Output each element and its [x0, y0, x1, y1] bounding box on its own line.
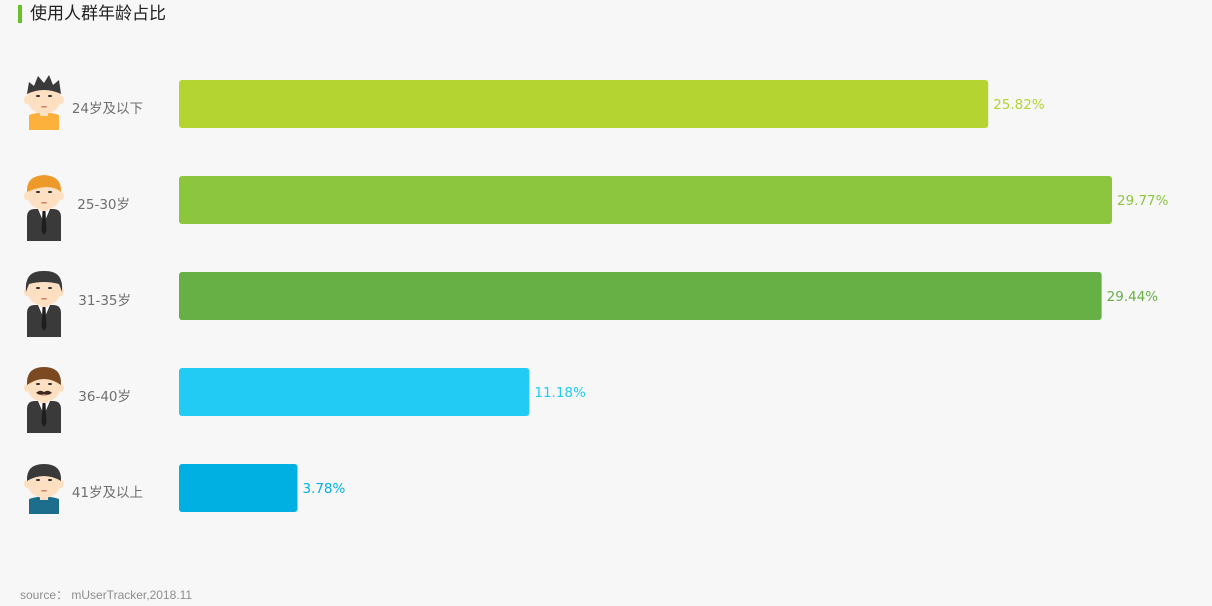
category-label: 41岁及以上 — [72, 485, 143, 501]
category-label: 25-30岁 — [77, 197, 130, 213]
bar — [179, 272, 1102, 320]
chart-title-block: 使用人群年龄占比 — [18, 3, 166, 25]
value-label: 11.18% — [534, 385, 586, 401]
value-label: 29.77% — [1117, 193, 1169, 209]
young-boy-icon — [24, 75, 64, 130]
bar — [179, 80, 989, 128]
mustache-man-icon — [24, 367, 64, 433]
value-label: 3.78% — [302, 481, 345, 497]
businessman-suit-icon — [24, 270, 64, 337]
young-man-tie-icon — [24, 175, 64, 241]
older-man-icon — [24, 464, 64, 514]
bar — [179, 176, 1112, 224]
title-accent-bar — [18, 5, 22, 23]
value-label: 25.82% — [993, 97, 1045, 113]
bar — [179, 368, 530, 416]
category-label: 36-40岁 — [78, 389, 131, 405]
bar — [179, 464, 298, 512]
category-label: 24岁及以下 — [72, 101, 143, 117]
source-note: source： mUserTracker,2018.11 — [20, 588, 193, 602]
category-label: 31-35岁 — [78, 293, 131, 309]
chart-title: 使用人群年龄占比 — [30, 4, 166, 24]
value-label: 29.44% — [1107, 289, 1159, 305]
